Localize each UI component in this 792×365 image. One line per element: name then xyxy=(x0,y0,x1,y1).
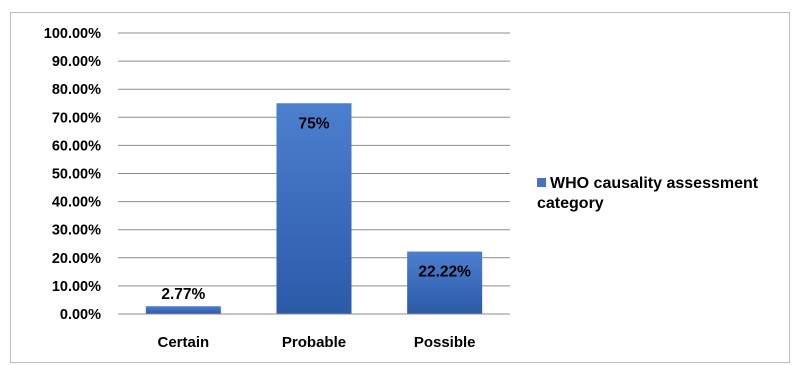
x-axis-ticks: Certain Probable Possible xyxy=(157,334,475,351)
data-label: 22.22% xyxy=(418,264,471,281)
y-tick-label: 60.00% xyxy=(52,138,101,154)
y-tick-label: 10.00% xyxy=(52,279,101,295)
legend-swatch xyxy=(537,178,546,187)
y-tick-label: 80.00% xyxy=(52,82,101,98)
legend-label: WHO causality assessment category xyxy=(537,175,759,212)
data-labels: 2.77% 75% 22.22% xyxy=(161,115,471,303)
y-tick-label: 70.00% xyxy=(52,110,101,126)
legend: WHO causality assessment category xyxy=(537,174,787,214)
x-tick-label: Probable xyxy=(282,334,346,351)
data-label: 2.77% xyxy=(161,286,205,303)
bar xyxy=(145,306,221,314)
y-tick-label: 50.00% xyxy=(52,167,101,183)
y-tick-label: 30.00% xyxy=(52,223,101,239)
y-tick-label: 0.00% xyxy=(60,307,101,323)
x-tick-label: Possible xyxy=(414,334,476,351)
y-tick-label: 20.00% xyxy=(52,251,101,267)
chart-frame xyxy=(10,12,790,363)
y-tick-label: 100.00% xyxy=(44,26,101,42)
data-label: 75% xyxy=(298,115,329,132)
y-tick-label: 90.00% xyxy=(52,54,101,70)
bars xyxy=(145,103,483,314)
bar xyxy=(276,103,352,314)
bar xyxy=(407,251,483,314)
y-tick-label: 40.00% xyxy=(52,195,101,211)
x-tick-label: Certain xyxy=(157,334,209,351)
y-axis-ticks: 0.00% 10.00% 20.00% 30.00% 40.00% 50.00% 60.00… xyxy=(44,26,101,323)
